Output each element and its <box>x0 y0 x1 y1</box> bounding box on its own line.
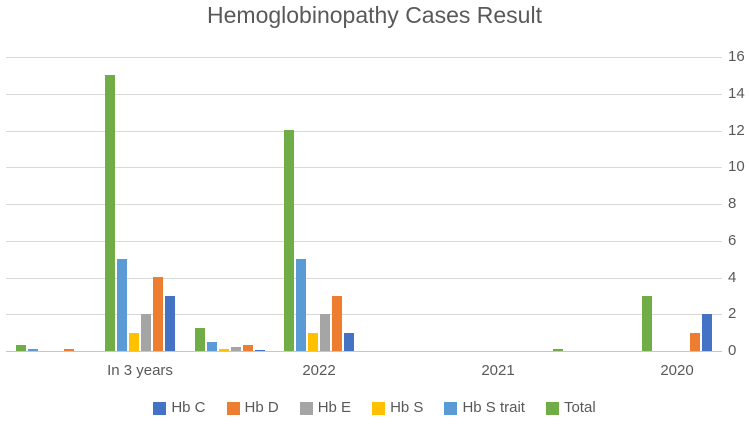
x-axis-line <box>6 351 722 352</box>
chart-title: Hemoglobinopathy Cases Result <box>207 2 542 28</box>
gridline <box>6 131 722 132</box>
legend-swatch <box>226 401 240 415</box>
bar-hb-s-trait <box>207 342 217 351</box>
bar-hb-c <box>255 350 265 351</box>
legend-item-total: Total <box>545 399 596 416</box>
legend-item-hb-c: Hb C <box>153 399 206 416</box>
gridline <box>6 57 722 58</box>
bar-total <box>642 296 652 351</box>
bar-hb-e <box>231 347 241 351</box>
y-tick-label: 0 <box>728 342 737 359</box>
bar-total <box>195 328 205 351</box>
bar-hb-s-trait <box>117 259 127 351</box>
legend-swatch <box>372 401 386 415</box>
bar-total <box>105 75 115 351</box>
x-axis-label: In 3 years <box>107 362 173 379</box>
x-axis-label: 2022 <box>302 362 336 379</box>
bar-hb-s <box>129 333 139 351</box>
bar-total <box>284 130 294 351</box>
bar-hb-d <box>64 349 74 351</box>
legend-item-hb-s-trait: Hb S trait <box>444 399 525 416</box>
gridline <box>6 314 722 315</box>
y-tick-label: 14 <box>728 85 745 102</box>
gridline <box>6 167 722 168</box>
x-axis-label: 2021 <box>481 362 515 379</box>
legend-swatch <box>299 401 313 415</box>
y-tick-label: 10 <box>728 158 745 175</box>
bar-hb-d <box>243 345 253 351</box>
legend-label: Hb S <box>390 399 424 416</box>
legend-swatch <box>545 401 559 415</box>
legend-label: Hb D <box>244 399 279 416</box>
bar-hb-c <box>702 314 712 351</box>
legend-label: Hb C <box>171 399 206 416</box>
legend-swatch <box>444 401 458 415</box>
bar-total <box>553 349 563 351</box>
legend-swatch <box>153 401 167 415</box>
gridline <box>6 241 722 242</box>
y-tick-label: 2 <box>728 305 737 322</box>
y-tick-label: 4 <box>728 269 737 286</box>
legend-label: Hb E <box>317 399 352 416</box>
bar-hb-s <box>308 333 318 351</box>
bar-hb-s-trait <box>28 349 38 351</box>
y-tick-label: 6 <box>728 232 737 249</box>
bar-hb-s <box>219 349 229 351</box>
legend-item-hb-s: Hb S <box>372 399 423 416</box>
bar-hb-c <box>165 296 175 351</box>
gridline <box>6 204 722 205</box>
bar-total <box>16 345 26 351</box>
bar-hb-d <box>332 296 342 351</box>
bar-hb-e <box>141 314 151 351</box>
legend-item-hb-e: Hb E <box>299 399 352 416</box>
gridline <box>6 94 722 95</box>
x-axis-label: 2020 <box>660 362 694 379</box>
legend: Hb C Hb D Hb E Hb S Hb S trait Total <box>0 399 749 416</box>
bar-hb-e <box>320 314 330 351</box>
legend-label: Hb S trait <box>462 399 525 416</box>
y-tick-label: 16 <box>728 48 745 65</box>
legend-item-hb-d: Hb D <box>226 399 279 416</box>
bar-hb-d <box>690 333 700 351</box>
legend-label: Total <box>563 399 596 416</box>
bar-hb-c <box>344 333 354 351</box>
y-tick-label: 8 <box>728 195 737 212</box>
gridline <box>6 278 722 279</box>
bar-hb-d <box>153 277 163 351</box>
y-tick-label: 12 <box>728 122 745 139</box>
bar-hb-s-trait <box>296 259 306 351</box>
